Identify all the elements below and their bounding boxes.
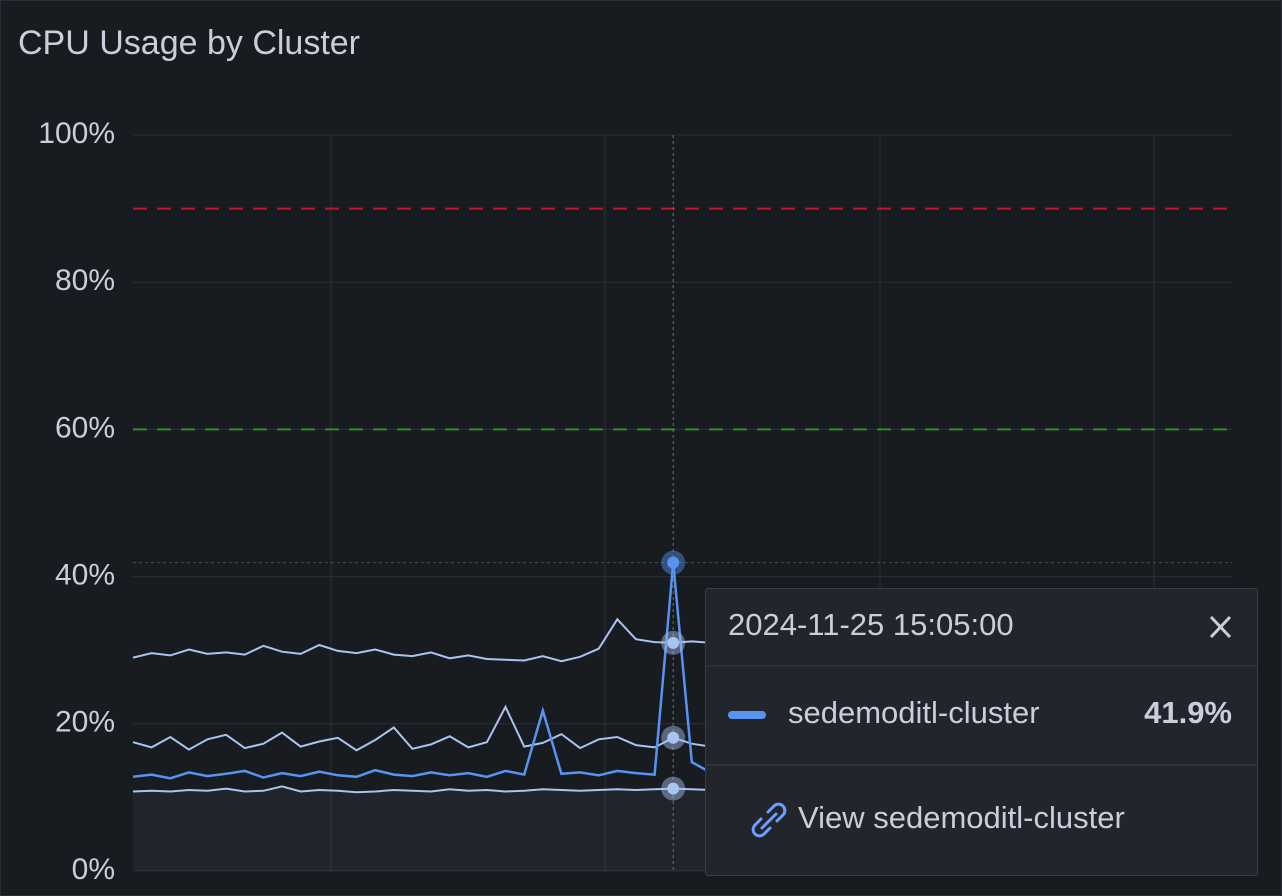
tooltip-time: 2024-11-25 15:05:00 [728,607,1014,642]
hover-point [667,556,680,569]
hover-point [667,636,680,649]
series-swatch [728,711,766,719]
series-name: sedemoditl-cluster [788,695,1040,730]
tooltip-box [705,588,1258,876]
tooltip: 2024-11-25 15:05:00 sedemoditl-cluster 4… [705,588,1258,876]
y-tick-label: 20% [55,706,115,739]
y-tick-label: 100% [38,117,115,150]
link-icon [751,802,787,838]
hover-point [667,731,680,744]
hover-point [667,782,680,795]
close-button[interactable] [1209,615,1232,639]
panel-title: CPU Usage by Cluster [18,24,360,62]
series-value: 41.9% [1144,695,1232,730]
y-tick-label: 0% [72,853,115,886]
y-tick-label: 40% [55,559,115,592]
view-link[interactable]: View sedemoditl-cluster [798,800,1125,835]
y-tick-label: 60% [55,411,115,444]
y-tick-label: 80% [55,264,115,297]
